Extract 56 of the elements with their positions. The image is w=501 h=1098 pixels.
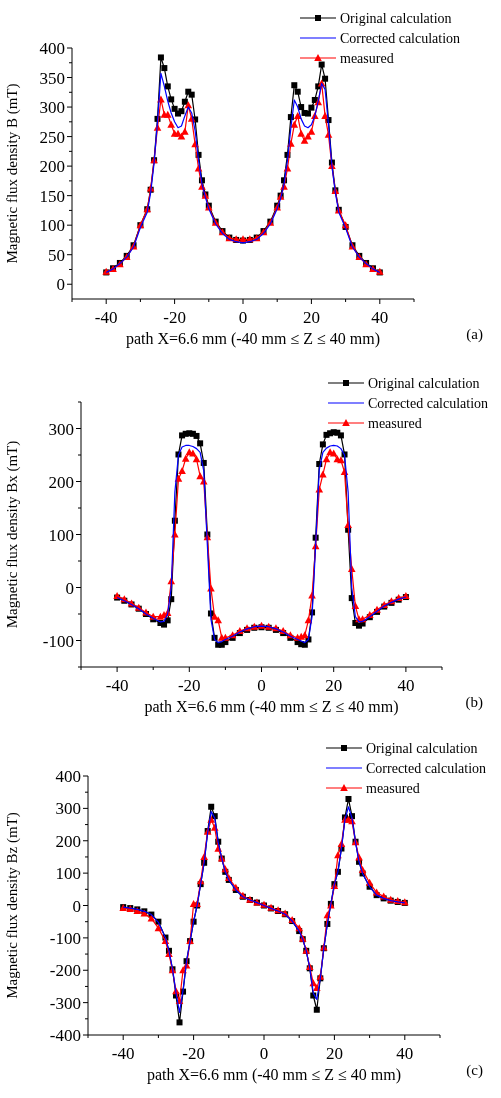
legend-label: Original calculation xyxy=(340,11,452,26)
legend-label: measured xyxy=(366,781,420,796)
legend-label: Corrected calculation xyxy=(340,31,461,46)
x-axis-title: path X=6.6 mm (-40 mm ≤ Z ≤ 40 mm) xyxy=(146,1066,402,1084)
y-tick-label: -200 xyxy=(49,961,81,981)
legend-label: Original calculation xyxy=(366,741,478,756)
y-axis-title: Magnetic flux density B (mT) xyxy=(4,83,21,264)
y-tick-label: 200 xyxy=(39,157,65,177)
y-axis-title: Magnetic flux density Bz (mT) xyxy=(4,812,21,999)
x-tick-label: 20 xyxy=(325,1044,343,1063)
y-tick-label: -400 xyxy=(49,1026,81,1045)
legend-label: Original calculation xyxy=(368,376,480,391)
text: (a) xyxy=(466,326,483,343)
x-tick-label: 20 xyxy=(302,308,320,327)
x-axis-title: path X=6.6 mm (-40 mm ≤ Z ≤ 40 mm) xyxy=(125,330,381,348)
x-tick-label: 40 xyxy=(396,1044,414,1063)
y-tick-label: 100 xyxy=(55,864,81,884)
x-tick-label: -40 xyxy=(105,676,129,695)
x-axis-title: path X=6.6 mm (-40 mm ≤ Z ≤ 40 mm) xyxy=(144,698,399,716)
y-tick-label: 100 xyxy=(48,525,74,545)
y-tick-label: 350 xyxy=(39,68,65,88)
x-tick-label: 40 xyxy=(397,676,415,695)
y-tick-label: 400 xyxy=(39,39,65,58)
y-tick-label: 150 xyxy=(39,186,65,206)
legend-label: Corrected calculation xyxy=(368,396,489,411)
y-tick-label: -100 xyxy=(49,928,81,948)
y-axis-title: Magnetic flux density Bx (mT) xyxy=(4,440,21,629)
y-tick-label: 50 xyxy=(48,245,65,265)
y-tick-label: 300 xyxy=(48,419,74,439)
y-tick-label: 100 xyxy=(39,216,65,236)
y-tick-label: -300 xyxy=(49,993,81,1013)
legend-label: measured xyxy=(340,51,394,66)
y-tick-label: 250 xyxy=(39,127,65,147)
text: (b) xyxy=(465,694,483,711)
y-tick-label: 300 xyxy=(39,98,65,118)
x-tick-label: 20 xyxy=(325,676,343,695)
y-tick-label: 0 xyxy=(65,578,74,598)
x-tick-label: 0 xyxy=(257,676,266,695)
y-tick-label: 200 xyxy=(48,472,74,492)
x-tick-label: -20 xyxy=(163,308,186,327)
x-tick-label: -20 xyxy=(177,676,201,695)
x-tick-label: 40 xyxy=(371,308,389,327)
legend-label: measured xyxy=(368,416,422,431)
x-tick-label: 0 xyxy=(238,308,248,327)
legend-label: Corrected calculation xyxy=(366,761,487,776)
x-tick-label: -20 xyxy=(182,1044,205,1063)
y-tick-label: -100 xyxy=(42,631,74,651)
x-tick-label: -40 xyxy=(111,1044,135,1063)
text: (c) xyxy=(466,1062,483,1079)
x-tick-label: -40 xyxy=(94,308,118,327)
y-tick-label: 300 xyxy=(55,799,81,819)
x-tick-label: 0 xyxy=(259,1044,269,1063)
y-tick-label: 400 xyxy=(55,767,81,786)
y-tick-label: 0 xyxy=(72,896,81,916)
y-tick-label: 0 xyxy=(56,275,65,295)
y-tick-label: 200 xyxy=(55,831,81,851)
